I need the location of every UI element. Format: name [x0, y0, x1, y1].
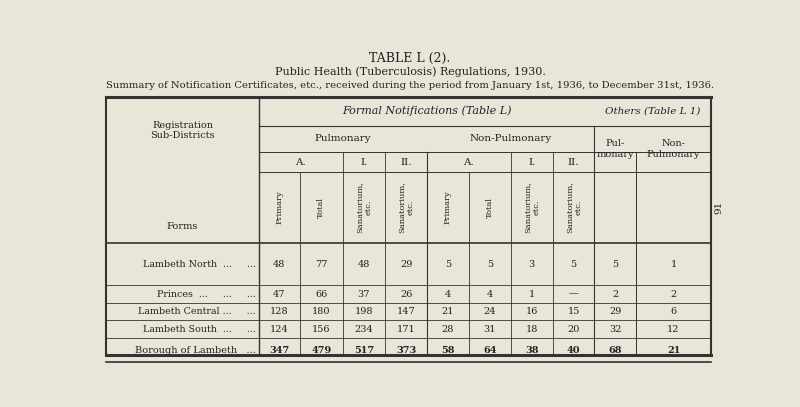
- Text: Sanatorium,
etc.: Sanatorium, etc.: [523, 182, 540, 233]
- Text: 12: 12: [667, 325, 680, 334]
- Text: Princes  ...     ...     ...: Princes ... ... ...: [157, 290, 256, 299]
- Text: 64: 64: [483, 346, 497, 355]
- Text: Lambeth North  ...     ...: Lambeth North ... ...: [142, 260, 256, 269]
- Text: Lambeth South  ...     ...: Lambeth South ... ...: [143, 325, 256, 334]
- Text: 1: 1: [670, 260, 677, 269]
- Text: 6: 6: [670, 307, 677, 316]
- Text: 58: 58: [442, 346, 454, 355]
- Text: Sanatorium,
etc.: Sanatorium, etc.: [355, 182, 373, 233]
- Text: Formal Notifications (Table L): Formal Notifications (Table L): [342, 106, 511, 116]
- Text: 16: 16: [526, 307, 538, 316]
- Text: 171: 171: [397, 325, 415, 334]
- Text: 91: 91: [714, 201, 723, 214]
- Text: 48: 48: [358, 260, 370, 269]
- Text: 28: 28: [442, 325, 454, 334]
- Text: Primary: Primary: [444, 190, 452, 224]
- Text: 15: 15: [567, 307, 580, 316]
- Text: 5: 5: [486, 260, 493, 269]
- Text: TABLE L (2).: TABLE L (2).: [370, 52, 450, 65]
- Text: 38: 38: [525, 346, 538, 355]
- Text: 234: 234: [354, 325, 374, 334]
- Text: 37: 37: [358, 290, 370, 299]
- Text: 198: 198: [354, 307, 373, 316]
- Text: Non-Pulmonary: Non-Pulmonary: [470, 134, 552, 143]
- Text: Lambeth Central ...     ...: Lambeth Central ... ...: [138, 307, 256, 316]
- Text: 66: 66: [315, 290, 327, 299]
- Text: Public Health (Tuberculosis) Regulations, 1930.: Public Health (Tuberculosis) Regulations…: [274, 67, 546, 77]
- Text: 20: 20: [567, 325, 580, 334]
- Text: I.: I.: [528, 158, 535, 166]
- Text: 31: 31: [483, 325, 496, 334]
- Text: Primary: Primary: [275, 190, 283, 224]
- Text: 124: 124: [270, 325, 289, 334]
- Text: 128: 128: [270, 307, 289, 316]
- Text: 147: 147: [397, 307, 415, 316]
- Text: A.: A.: [295, 158, 306, 166]
- Text: 48: 48: [274, 260, 286, 269]
- Text: 3: 3: [529, 260, 534, 269]
- Text: 18: 18: [526, 325, 538, 334]
- Text: Borough of Lambeth   ...: Borough of Lambeth ...: [135, 346, 256, 355]
- Text: Total: Total: [318, 197, 326, 218]
- Text: 1: 1: [529, 290, 534, 299]
- Text: Pulmonary: Pulmonary: [314, 134, 371, 143]
- Text: 21: 21: [442, 307, 454, 316]
- Text: 347: 347: [270, 346, 290, 355]
- Text: Sanatorium,
etc.: Sanatorium, etc.: [398, 182, 414, 233]
- Text: 32: 32: [609, 325, 622, 334]
- Text: —: —: [569, 290, 578, 299]
- Text: 29: 29: [609, 307, 622, 316]
- Text: 479: 479: [311, 346, 331, 355]
- Text: 68: 68: [609, 346, 622, 355]
- Text: Forms: Forms: [167, 222, 198, 231]
- Text: Summary of Notification Certificates, etc., received during the period from Janu: Summary of Notification Certificates, et…: [106, 81, 714, 90]
- Text: 5: 5: [570, 260, 577, 269]
- Text: 24: 24: [483, 307, 496, 316]
- Text: 180: 180: [312, 307, 330, 316]
- Text: II.: II.: [568, 158, 579, 166]
- Text: 26: 26: [400, 290, 412, 299]
- Text: 40: 40: [566, 346, 580, 355]
- Text: 373: 373: [396, 346, 416, 355]
- Text: Others (Table L 1): Others (Table L 1): [605, 107, 700, 116]
- Text: 517: 517: [354, 346, 374, 355]
- Text: Non-
Pulmonary: Non- Pulmonary: [646, 139, 700, 159]
- Text: Pul-
monary: Pul- monary: [597, 139, 634, 159]
- Text: A.: A.: [463, 158, 474, 166]
- Text: 5: 5: [445, 260, 451, 269]
- Text: Registration
Sub-Districts: Registration Sub-Districts: [150, 121, 215, 140]
- Text: 29: 29: [400, 260, 412, 269]
- Text: 77: 77: [315, 260, 327, 269]
- Text: 2: 2: [612, 290, 618, 299]
- Text: 156: 156: [312, 325, 330, 334]
- Text: 5: 5: [612, 260, 618, 269]
- Text: Sanatorium,
etc.: Sanatorium, etc.: [565, 182, 582, 233]
- Text: 47: 47: [273, 290, 286, 299]
- Text: 4: 4: [486, 290, 493, 299]
- Text: I.: I.: [360, 158, 367, 166]
- Text: 21: 21: [667, 346, 680, 355]
- Text: 4: 4: [445, 290, 451, 299]
- Text: II.: II.: [400, 158, 412, 166]
- Text: 2: 2: [670, 290, 677, 299]
- Text: Total: Total: [486, 197, 494, 218]
